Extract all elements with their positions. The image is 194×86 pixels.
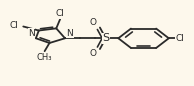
Text: Cl: Cl (176, 34, 184, 43)
Text: Cl: Cl (56, 9, 65, 18)
Text: Cl: Cl (10, 21, 18, 30)
Text: O: O (89, 18, 96, 27)
Text: N: N (28, 29, 35, 38)
Text: N: N (67, 29, 73, 38)
Text: O: O (89, 49, 96, 58)
Text: CH₃: CH₃ (37, 53, 52, 62)
Text: S: S (102, 33, 109, 43)
